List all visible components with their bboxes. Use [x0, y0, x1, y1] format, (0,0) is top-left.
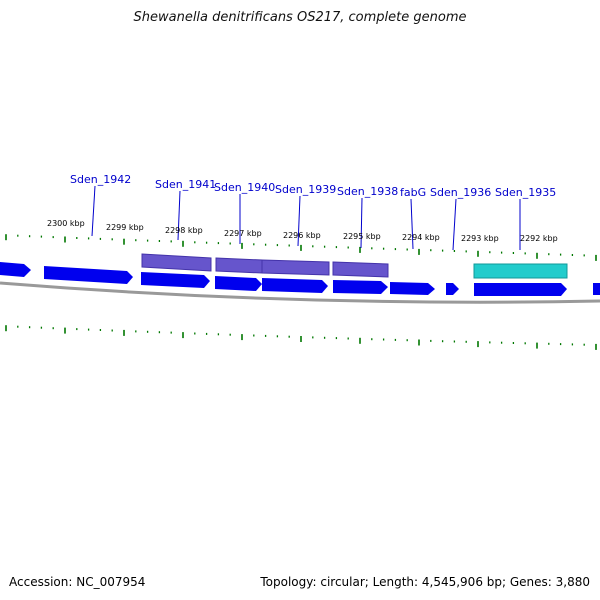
gene-leader-lines: [91, 185, 521, 251]
kbp-label: 2298 kbp: [165, 226, 203, 235]
kbp-labels: 2300 kbp 2299 kbp 2298 kbp 2297 kbp 2296…: [47, 219, 558, 243]
feature-arrow[interactable]: [141, 272, 210, 288]
feature-arrow[interactable]: [593, 283, 600, 295]
forward-strand-features: [0, 262, 133, 284]
gene-label-sden-1938[interactable]: Sden_1938: [337, 185, 398, 198]
kbp-label: 2297 kbp: [224, 229, 262, 238]
map-title: Shewanella denitrificans OS217, complete…: [133, 10, 467, 25]
gene-label-sden-1939[interactable]: Sden_1939: [275, 183, 336, 196]
kbp-label: 2293 kbp: [461, 234, 499, 243]
feature-arrow[interactable]: [44, 266, 133, 284]
backbone-arc: [0, 281, 600, 304]
gene-label-fabg[interactable]: fabG: [400, 186, 426, 199]
outer-tick-ring: [5, 234, 597, 261]
feature-arrow[interactable]: [446, 283, 459, 295]
kbp-label: 2292 kbp: [520, 234, 558, 243]
feature-arrow[interactable]: [262, 278, 328, 293]
feature-sden-1940-highlight[interactable]: [215, 257, 263, 274]
feature-sden-1941-highlight[interactable]: [141, 253, 212, 272]
genome-summary-text: Topology: circular; Length: 4,545,906 bp…: [260, 575, 590, 589]
feature-sden-1939-highlight[interactable]: [261, 259, 330, 276]
feature-arrow[interactable]: [333, 280, 388, 294]
feature-arrow[interactable]: [215, 276, 262, 291]
feature-arrow[interactable]: [390, 282, 435, 295]
gene-label-sden-1941[interactable]: Sden_1941: [155, 178, 216, 191]
kbp-label: 2296 kbp: [283, 231, 321, 240]
gene-label-sden-1936[interactable]: Sden_1936: [430, 186, 491, 199]
feature-arrow[interactable]: [0, 262, 31, 277]
reverse-strand-features: [141, 272, 600, 296]
gene-label-sden-1942[interactable]: Sden_1942: [70, 173, 131, 186]
gene-label-sden-1940[interactable]: Sden_1940: [214, 181, 275, 194]
feature-arrow[interactable]: [474, 283, 567, 296]
accession-text: Accession: NC_007954: [9, 575, 146, 589]
gene-label-sden-1935[interactable]: Sden_1935: [495, 186, 556, 199]
gene-labels: Sden_1942 Sden_1941 Sden_1940 Sden_1939 …: [70, 173, 556, 199]
inner-tick-ring: [5, 325, 597, 350]
kbp-label: 2295 kbp: [343, 232, 381, 241]
feature-sden-1938-highlight[interactable]: [332, 261, 389, 278]
highlighted-features: [141, 253, 568, 279]
feature-sden-1935-rna[interactable]: [473, 263, 568, 279]
kbp-label: 2294 kbp: [402, 233, 440, 242]
kbp-label: 2299 kbp: [106, 223, 144, 232]
kbp-label: 2300 kbp: [47, 219, 85, 228]
